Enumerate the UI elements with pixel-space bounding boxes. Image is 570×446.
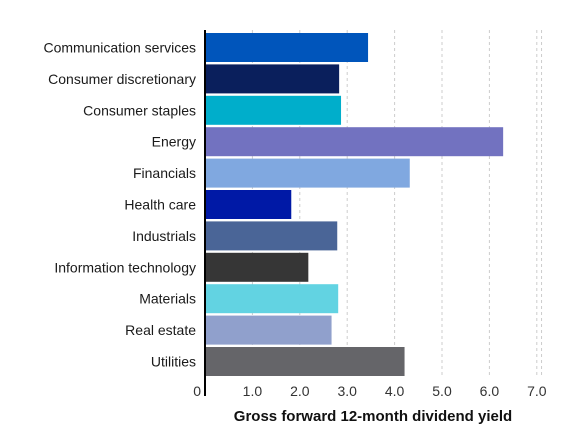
category-label: Consumer staples [83,102,196,118]
category-label: Real estate [125,322,196,338]
x-tick-labels: 0 1.0 2.0 3.0 4.0 5.0 6.0 7.0 [193,383,547,399]
x-tick-label: 3.0 [337,383,357,399]
bar [206,252,309,282]
category-label: Consumer discretionary [48,71,196,87]
category-label: Industrials [132,228,196,244]
category-label: Energy [152,134,196,150]
bar [206,158,410,188]
bar [206,95,342,125]
category-label: Communication services [44,40,197,56]
x-tick-label: 6.0 [480,383,500,399]
category-label: Financials [133,165,196,181]
x-axis-title: Gross forward 12-month dividend yield [234,408,512,425]
bar [206,190,292,219]
category-labels: Communication services Consumer discretio… [44,40,197,370]
x-tick-label: 1.0 [243,383,263,399]
x-tick-label: 4.0 [385,383,405,399]
bar [206,347,405,376]
bar [206,33,369,62]
x-tick-label: 5.0 [432,383,452,399]
category-label: Health care [124,197,196,213]
bars [206,33,504,376]
category-label: Information technology [54,259,196,275]
category-label: Materials [139,291,196,307]
bar [206,64,340,94]
bar [206,127,504,157]
x-tick-label: 2.0 [290,383,310,399]
bar [206,315,332,345]
bar [206,221,338,251]
category-label: Utilities [151,354,196,370]
x-tick-label: 7.0 [527,383,547,399]
x-tick-label: 0 [193,383,201,399]
bar [206,284,339,314]
